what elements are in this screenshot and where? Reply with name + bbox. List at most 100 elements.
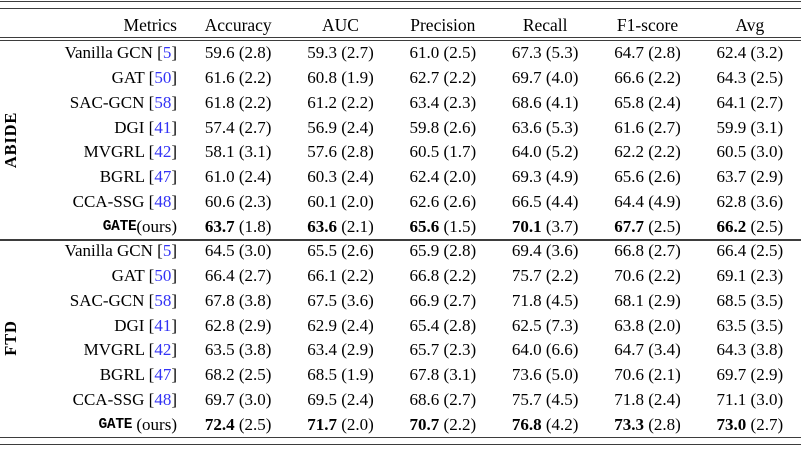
cell-f1-score-sac-gcn: 68.1 (2.9) — [596, 289, 698, 314]
bottom-rule-inner — [0, 437, 801, 438]
citation-link[interactable]: 48 — [154, 191, 172, 211]
mean-value: 63.8 — [614, 315, 644, 335]
mean-value: 64.3 — [716, 340, 747, 360]
mean-value: 62.4 — [716, 43, 747, 63]
citation-link[interactable]: 47 — [154, 167, 172, 187]
method-gat: GAT [50] — [0, 264, 187, 289]
citation-link[interactable]: 42 — [154, 340, 172, 360]
citation-link[interactable]: 50 — [154, 68, 172, 88]
cell-precision-bgrl: 67.8 (3.1) — [392, 363, 494, 388]
mean-value: 67.7 — [614, 216, 644, 236]
std-value: (2.5) — [439, 43, 477, 63]
std-value: (2.7) — [746, 414, 784, 434]
std-value: (2.5) — [643, 216, 681, 236]
mean-value: 73.0 — [716, 414, 747, 434]
citation-link[interactable]: 58 — [154, 290, 172, 310]
mean-value: 60.5 — [409, 142, 440, 162]
mean-value: 68.5 — [716, 290, 747, 310]
citation-link[interactable]: 42 — [154, 142, 172, 162]
std-value: (5.2) — [541, 142, 579, 162]
mean-value: 62.9 — [307, 315, 337, 335]
cell-auc-mvgrl: 63.4 (2.9) — [289, 338, 391, 363]
method-name: CCA-SSG [ — [72, 191, 155, 211]
method-sac-gcn: SAC-GCN [58] — [0, 289, 187, 314]
std-value: (2.2) — [439, 414, 477, 434]
citation-link[interactable]: 47 — [154, 365, 172, 385]
citation-link[interactable]: 48 — [154, 389, 172, 409]
std-value: (4.0) — [541, 68, 579, 88]
std-value: (3.8) — [746, 340, 784, 360]
mean-value: 70.6 — [614, 365, 644, 385]
std-value: (2.3) — [439, 340, 477, 360]
citation-bracket: ] — [171, 142, 177, 162]
std-value: (2.2) — [234, 92, 272, 112]
std-value: (2.7) — [336, 43, 374, 63]
std-value: (2.7) — [234, 266, 272, 286]
cell-precision-vanilla-gcn: 65.9 (2.8) — [392, 239, 494, 264]
std-value: (1.8) — [234, 216, 272, 236]
method-cca-ssg: CCA-SSG [48] — [0, 190, 187, 215]
mean-value: 67.3 — [511, 43, 542, 63]
mean-value: 67.5 — [307, 290, 337, 310]
mean-value: 71.8 — [511, 290, 542, 310]
cell-auc-gate: 63.6 (2.1) — [289, 214, 391, 239]
header-metrics: Metrics — [123, 15, 177, 35]
cell-f1-score-mvgrl: 64.7 (3.4) — [596, 338, 698, 363]
std-value: (2.7) — [746, 92, 784, 112]
method-gat: GAT [50] — [0, 66, 187, 91]
cell-precision-gate: 65.6 (1.5) — [392, 214, 494, 239]
mean-value: 66.8 — [614, 241, 644, 261]
mean-value: 62.8 — [716, 191, 747, 211]
cell-avg-gat: 69.1 (2.3) — [699, 264, 801, 289]
cell-recall-mvgrl: 64.0 (5.2) — [494, 140, 596, 165]
mean-value: 75.7 — [511, 266, 542, 286]
std-value: (2.9) — [336, 340, 374, 360]
citation-bracket: ] — [171, 43, 177, 63]
mean-value: 60.8 — [307, 68, 337, 88]
citation-bracket: ] — [171, 167, 177, 187]
cell-f1-score-vanilla-gcn: 66.8 (2.7) — [596, 239, 698, 264]
mean-value: 69.7 — [716, 365, 747, 385]
std-value: (4.9) — [643, 191, 681, 211]
mean-value: 59.3 — [307, 43, 337, 63]
std-value: (1.7) — [439, 142, 477, 162]
std-value: (1.9) — [336, 68, 374, 88]
std-value: (3.0) — [234, 241, 272, 261]
citation-link[interactable]: 5 — [162, 43, 172, 63]
std-value: (2.2) — [541, 266, 579, 286]
std-value: (2.4) — [234, 167, 272, 187]
std-value: (3.0) — [746, 389, 784, 409]
std-value: (2.4) — [643, 92, 681, 112]
citation-link[interactable]: 5 — [162, 241, 172, 261]
std-value: (2.6) — [336, 241, 374, 261]
bottom-rule-outer — [0, 444, 801, 445]
cell-accuracy-dgi: 62.8 (2.9) — [187, 313, 289, 338]
std-value: (5.3) — [541, 117, 579, 137]
std-value: (2.5) — [746, 68, 784, 88]
citation-bracket: ] — [171, 266, 177, 286]
citation-link[interactable]: 41 — [154, 315, 172, 335]
std-value: (2.2) — [643, 68, 681, 88]
mean-value: 71.1 — [716, 389, 747, 409]
cell-f1-score-gat: 66.6 (2.2) — [596, 66, 698, 91]
std-value: (5.3) — [541, 43, 579, 63]
cell-auc-gate: 71.7 (2.0) — [289, 412, 391, 437]
header-rule-upper — [0, 37, 801, 38]
std-value: (2.6) — [439, 117, 477, 137]
std-value: (2.8) — [643, 43, 681, 63]
citation-bracket: ] — [171, 241, 177, 261]
std-value: (2.4) — [336, 117, 374, 137]
mean-value: 69.5 — [307, 389, 337, 409]
mean-value: 57.4 — [204, 117, 235, 137]
method-name: BGRL [ — [99, 365, 155, 385]
mean-value: 69.7 — [511, 68, 542, 88]
citation-link[interactable]: 41 — [154, 117, 172, 137]
top-rule-outer — [0, 1, 801, 2]
std-value: (2.2) — [336, 266, 374, 286]
cell-recall-gat: 69.7 (4.0) — [494, 66, 596, 91]
cell-precision-cca-ssg: 62.6 (2.6) — [392, 190, 494, 215]
citation-link[interactable]: 58 — [154, 92, 172, 112]
citation-link[interactable]: 50 — [154, 266, 172, 286]
citation-bracket: ] — [171, 315, 177, 335]
mean-value: 69.4 — [511, 241, 542, 261]
